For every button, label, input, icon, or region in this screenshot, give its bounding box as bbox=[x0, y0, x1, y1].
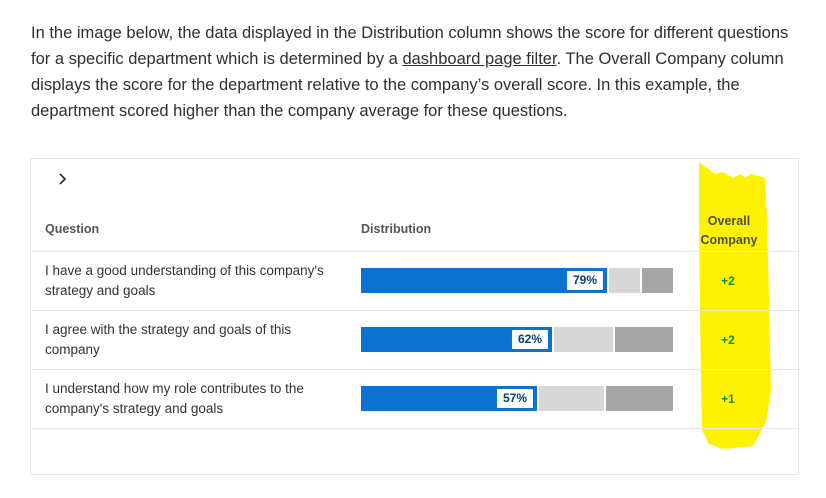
column-header-overall-company: Overall Company bbox=[700, 214, 758, 247]
percent-label: 62% bbox=[511, 330, 548, 349]
percent-label: 57% bbox=[496, 389, 533, 408]
bar-segment-negative bbox=[615, 327, 673, 352]
chevron-right-icon[interactable] bbox=[58, 172, 72, 190]
bar-segment-negative bbox=[606, 386, 673, 411]
distribution-bar: 57% bbox=[361, 386, 673, 411]
row-divider bbox=[31, 310, 798, 311]
question-text: I agree with the strategy and goals of t… bbox=[45, 322, 292, 357]
row-divider bbox=[31, 428, 798, 429]
bar-segment-neutral bbox=[554, 327, 613, 352]
question-text: I understand how my role contributes to … bbox=[45, 381, 304, 416]
question-text: I have a good understanding of this comp… bbox=[45, 263, 324, 298]
overall-company-delta: +1 bbox=[721, 392, 735, 406]
bar-segment-neutral bbox=[609, 268, 640, 293]
intro-text-2: . The Overall Company column displays th… bbox=[31, 50, 784, 120]
overall-company-delta: +2 bbox=[721, 274, 735, 288]
column-header-question: Question bbox=[45, 222, 100, 236]
intro-paragraph: In the image below, the data displayed i… bbox=[31, 20, 801, 124]
dashboard-page-filter-link[interactable]: dashboard page filter bbox=[402, 50, 557, 68]
column-header-distribution: Distribution bbox=[361, 222, 432, 236]
header-divider bbox=[31, 251, 798, 252]
percent-label: 79% bbox=[566, 271, 603, 290]
yellow-highlight-marker bbox=[699, 162, 771, 449]
overall-company-delta: +2 bbox=[721, 333, 735, 347]
distribution-bar: 79% bbox=[361, 268, 673, 293]
bar-segment-negative bbox=[642, 268, 673, 293]
bar-segment-neutral bbox=[539, 386, 604, 411]
row-divider bbox=[31, 369, 798, 370]
report-table-card bbox=[30, 158, 799, 475]
distribution-bar: 62% bbox=[361, 327, 673, 352]
intro-text-1: In the image below, the data displayed i… bbox=[31, 24, 789, 68]
bar-segment-score bbox=[361, 268, 607, 293]
